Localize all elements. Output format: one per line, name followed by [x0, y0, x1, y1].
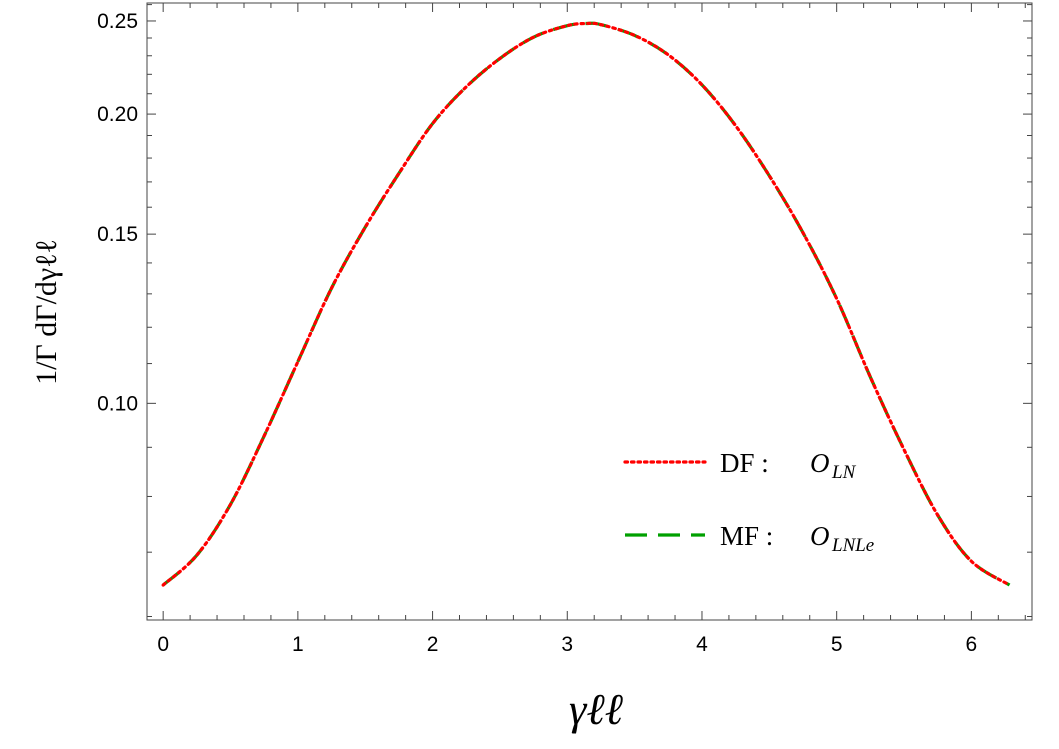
y-axis-label: 1/Γ dΓ/dγℓℓ	[30, 239, 63, 385]
series-lines	[161, 21, 1012, 587]
series-line-df	[161, 21, 1012, 587]
legend-operator-subscript: LNLe	[831, 535, 874, 556]
legend-label: MF :	[720, 521, 773, 551]
legend-operator: O	[810, 448, 830, 478]
plot-border	[146, 2, 1033, 621]
x-tick-label: 2	[427, 633, 439, 656]
axis-labels: 1/Γ dΓ/dγℓℓ γℓℓ	[30, 239, 624, 734]
y-tick-label: 0.15	[97, 223, 138, 246]
axis-ticks: 0 1 2 3 4 5 6 0.10 0.15 0.20 0.25	[97, 3, 1032, 656]
x-tick-label: 0	[157, 633, 169, 656]
legend-label: DF :	[720, 448, 769, 478]
series-line-mf	[162, 21, 1011, 587]
x-tick-label: 4	[696, 633, 708, 656]
x-tick-label: 3	[561, 633, 573, 656]
y-tick-label: 0.10	[97, 392, 138, 415]
x-axis-label: γℓℓ	[569, 685, 624, 734]
y-tick-label: 0.20	[97, 103, 138, 126]
legend-operator: O	[810, 521, 830, 551]
legend-operator-subscript: LN	[831, 462, 857, 483]
plot-frame	[146, 2, 1033, 621]
x-tick-label: 6	[966, 633, 978, 656]
y-tick-label: 0.25	[97, 10, 138, 33]
x-tick-label: 1	[292, 633, 304, 656]
x-tick-label: 5	[831, 633, 843, 656]
